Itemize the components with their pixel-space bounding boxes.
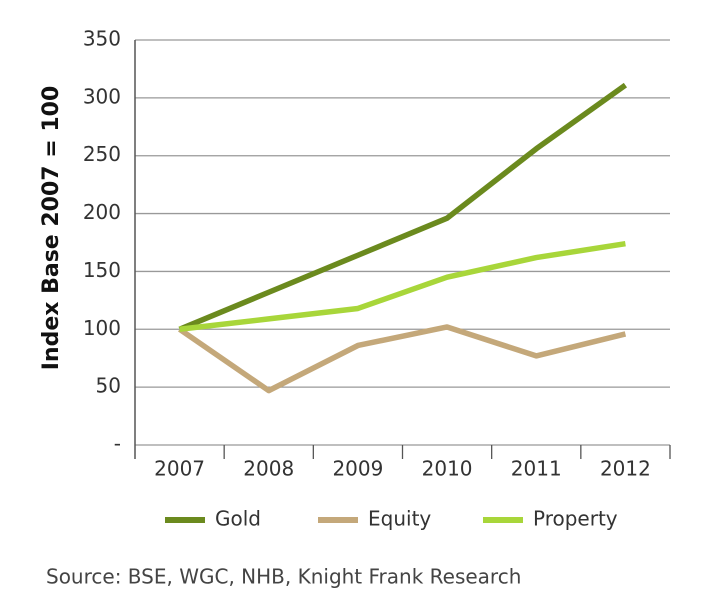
source-note: Source: BSE, WGC, NHB, Knight Frank Rese… (46, 565, 521, 589)
x-tick-label: 2012 (600, 457, 651, 481)
x-tick-label: 2009 (332, 457, 383, 481)
y-tick-label: 350 (83, 27, 121, 51)
data-line (178, 324, 627, 394)
legend-label: Gold (215, 507, 261, 531)
y-tick-label: 200 (83, 200, 121, 224)
y-tick-label: 50 (96, 374, 121, 398)
y-axis-label: Index Base 2007 = 100 (39, 86, 64, 371)
data-line (178, 82, 628, 332)
x-tick-label: 2010 (422, 457, 473, 481)
legend-label: Equity (368, 507, 431, 531)
y-tick-label: 100 (83, 316, 121, 340)
x-tick-label: 2008 (243, 457, 294, 481)
x-tick-label: 2007 (154, 457, 205, 481)
data-line (179, 240, 626, 333)
y-tick-label: 300 (83, 84, 121, 108)
y-tick-label: 250 (83, 142, 121, 166)
y-tick-label: - (114, 432, 121, 456)
x-tick-label: 2011 (511, 457, 562, 481)
legend-label: Property (533, 507, 618, 531)
y-tick-label: 150 (83, 258, 121, 282)
